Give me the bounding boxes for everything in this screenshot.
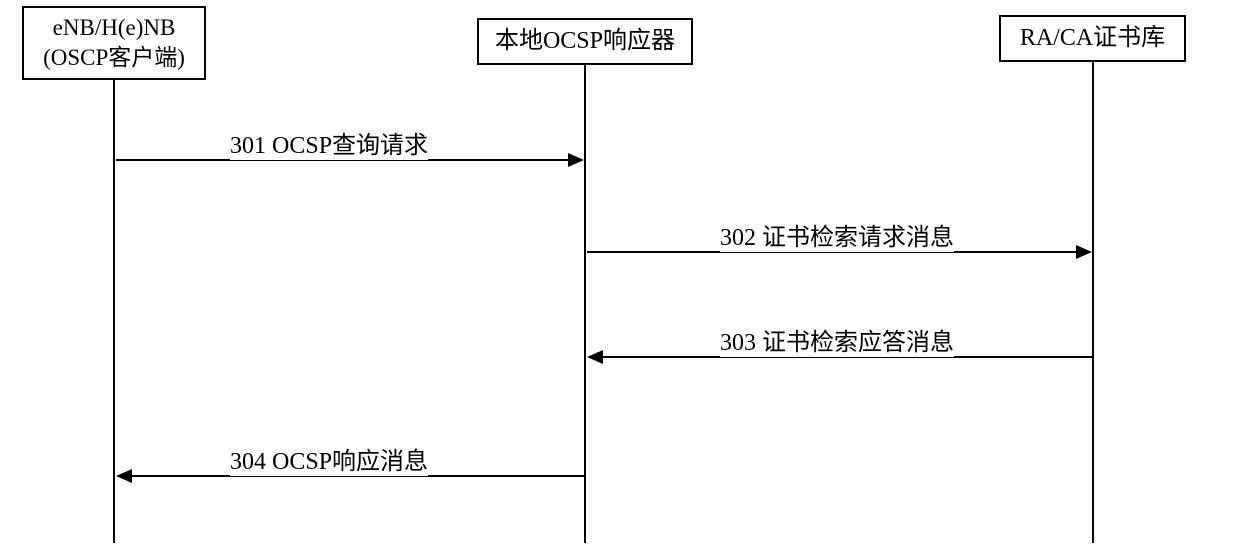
participant-client-label-line2: (OSCP客户端) (43, 43, 185, 73)
participant-repo-box: RA/CA证书库 (999, 15, 1186, 62)
arrow-head-303 (587, 350, 603, 364)
participant-responder-label: 本地OCSP响应器 (495, 26, 675, 57)
lifeline-client (113, 80, 115, 543)
arrow-head-302 (1076, 245, 1092, 259)
participant-responder-box: 本地OCSP响应器 (477, 18, 693, 65)
message-304-label: 304 OCSP响应消息 (230, 441, 428, 476)
participant-client-label-line1: eNB/H(e)NB (53, 13, 176, 43)
lifeline-repo (1092, 62, 1094, 543)
lifeline-responder (584, 65, 586, 543)
arrow-head-301 (568, 153, 584, 167)
arrow-head-304 (116, 469, 132, 483)
participant-repo-label: RA/CA证书库 (1020, 23, 1165, 54)
message-301-label: 301 OCSP查询请求 (230, 125, 428, 160)
message-303-label: 303 证书检索应答消息 (720, 322, 954, 357)
message-302-label: 302 证书检索请求消息 (720, 217, 954, 252)
participant-client-box: eNB/H(e)NB (OSCP客户端) (22, 6, 206, 80)
